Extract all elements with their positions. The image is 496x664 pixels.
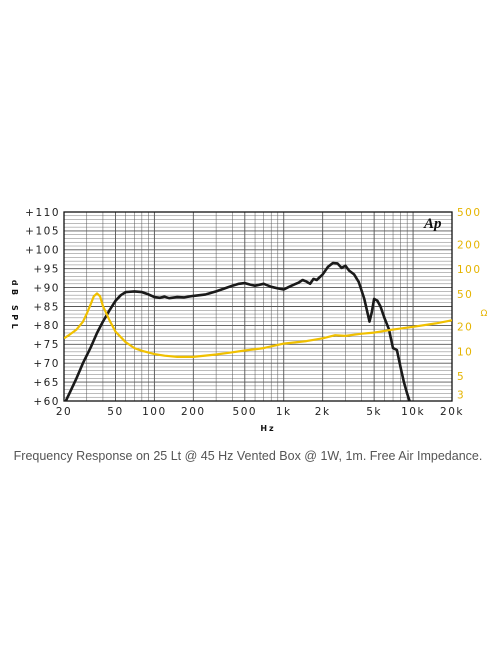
x-axis-label: Hz — [260, 424, 275, 433]
y2-tick-label: 20 — [457, 322, 473, 334]
y-tick-label: +70 — [33, 358, 60, 370]
y-tick-label: +100 — [25, 245, 60, 257]
ap-logo: Ap — [423, 216, 442, 232]
y2-axis-label: Ω — [481, 309, 488, 319]
y2-tick-label: 50 — [457, 289, 473, 301]
y2-tick-label: 200 — [457, 239, 482, 251]
y-tick-label: +85 — [33, 301, 60, 313]
y-tick-label: +65 — [33, 377, 60, 389]
series-lines — [64, 261, 452, 401]
x-tick-label: 20 — [56, 406, 72, 418]
y-tick-label: +105 — [25, 226, 60, 238]
y2-tick-label: 3 — [457, 389, 465, 401]
y-tick-label: +110 — [25, 207, 60, 219]
x-tick-label: 1k — [276, 406, 292, 418]
x-tick-label: 100 — [142, 406, 167, 418]
y-tick-label: +95 — [33, 264, 60, 276]
x-tick-label: 20k — [440, 406, 464, 418]
y-tick-label: +60 — [33, 396, 60, 408]
x-axis-ticks: 20 50 100 200 500 1k 2k 5k 10k 20k — [56, 406, 464, 418]
y-tick-label: +90 — [33, 282, 60, 294]
right-axis-ticks: 3 5 10 20 50 100 200 500 — [457, 207, 482, 401]
plot-frame — [63, 211, 453, 402]
y2-tick-label: 5 — [457, 371, 465, 383]
y-tick-label: +75 — [33, 339, 60, 351]
y-tick-label: +80 — [33, 320, 60, 332]
chart-grid — [63, 211, 453, 402]
y2-tick-label: 100 — [457, 264, 482, 276]
left-axis-ticks: +60 +65 +70 +75 +80 +85 +90 +95 +100 +105 +110 — [25, 207, 60, 408]
x-tick-label: 10k — [401, 406, 425, 418]
x-tick-label: 5k — [366, 406, 382, 418]
impedance-curve — [64, 292, 452, 358]
spl-curve — [64, 261, 411, 401]
y2-tick-label: 10 — [457, 346, 473, 358]
y2-tick-label: 500 — [457, 207, 482, 219]
x-tick-label: 200 — [181, 406, 206, 418]
x-tick-label: 2k — [315, 406, 331, 418]
x-tick-label: 500 — [233, 406, 258, 418]
x-tick-label: 50 — [107, 406, 123, 418]
chart-caption: Frequency Response on 25 Lt @ 45 Hz Vent… — [13, 449, 483, 463]
y-axis-label: dB SPL — [10, 280, 19, 332]
